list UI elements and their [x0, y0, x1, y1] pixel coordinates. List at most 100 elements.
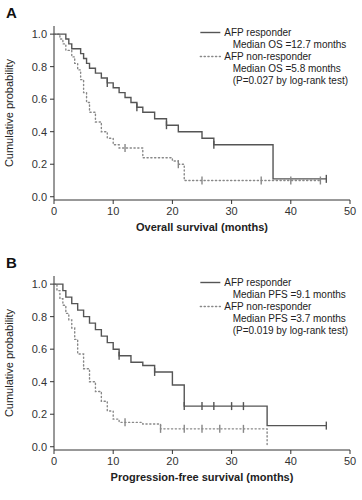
- survival-curve: [54, 34, 326, 179]
- censor-mark: [326, 422, 327, 430]
- legend: AFP responder Median PFS =9.1 monthsAFP …: [200, 277, 348, 336]
- censor-mark: [107, 79, 108, 87]
- legend-entry: AFP non-responder: [224, 301, 312, 312]
- y-tick: [50, 349, 54, 350]
- x-tick: [54, 200, 55, 204]
- y-axis-label: Cumulative probability: [3, 308, 15, 417]
- legend-swatch: [200, 306, 220, 307]
- censor-mark: [184, 425, 185, 433]
- censor-mark: [326, 175, 327, 183]
- panel: 0 10 20 30 40 50 0.0 0.2 0.4 0.6 0.8 1.0 Progression…: [3, 254, 356, 483]
- legend-swatch: [200, 56, 220, 57]
- legend-annotation: (P=0.019 by log-rank test): [224, 325, 348, 336]
- legend-annotation: Median OS =5.8 months: [224, 63, 340, 74]
- censor-mark: [136, 103, 137, 111]
- x-tick: [290, 200, 291, 204]
- x-tick: [231, 200, 232, 204]
- censor-mark: [166, 121, 167, 129]
- censor-mark: [213, 141, 214, 149]
- legend-annotation: Median OS =12.7 months: [224, 39, 346, 50]
- x-tick-label: 10: [107, 205, 119, 217]
- censor-mark: [231, 402, 232, 410]
- y-tick: [50, 34, 54, 35]
- x-tick: [113, 450, 114, 454]
- x-tick: [350, 200, 351, 204]
- survival-curve: [54, 34, 320, 180]
- x-tick-label: 30: [225, 455, 237, 467]
- x-tick-label: 10: [107, 455, 119, 467]
- legend-annotation: Median PFS =9.1 months: [224, 289, 345, 300]
- x-axis-label: Overall survival (months): [136, 221, 268, 233]
- censor-mark: [118, 352, 119, 360]
- censor-mark: [184, 402, 185, 410]
- x-axis-label: Progression-free survival (months): [111, 471, 294, 483]
- censor-mark: [154, 368, 155, 376]
- plot-area: [54, 34, 326, 184]
- y-tick-label: 0.0: [32, 441, 47, 453]
- censor-mark: [201, 425, 202, 433]
- y-tick: [50, 131, 54, 132]
- censor-mark: [178, 160, 179, 168]
- legend-swatch: [200, 32, 220, 33]
- panel-label: A: [6, 4, 17, 21]
- censor-mark: [320, 176, 321, 184]
- x-tick-label: 40: [285, 455, 297, 467]
- censor-mark: [213, 402, 214, 410]
- y-tick-label: 0.4: [32, 376, 47, 388]
- x-tick-label: 40: [285, 205, 297, 217]
- legend-annotation: (P=0.027 by log-rank test): [224, 75, 348, 86]
- y-tick-label: 1.0: [32, 278, 47, 290]
- panel-label: B: [6, 254, 17, 271]
- y-tick: [50, 66, 54, 67]
- legend-entry: AFP responder: [224, 27, 292, 38]
- y-tick-label: 0.4: [32, 126, 47, 138]
- y-tick-label: 0.2: [32, 408, 47, 420]
- y-tick-label: 0.0: [32, 191, 47, 203]
- censor-mark: [261, 176, 262, 184]
- chart-root: 0 10 20 30 40 50 0.0 0.2 0.4 0.6 0.8 1.0 Overall sur…: [0, 0, 362, 500]
- censor-mark: [219, 425, 220, 433]
- x-tick-label: 0: [51, 205, 57, 217]
- plot-area: [54, 284, 326, 447]
- y-tick-label: 0.2: [32, 158, 47, 170]
- y-tick: [50, 196, 54, 197]
- censor-mark: [124, 144, 125, 152]
- censor-mark: [290, 176, 291, 184]
- x-tick-label: 50: [344, 455, 356, 467]
- legend: AFP responder Median OS =12.7 monthsAFP …: [200, 27, 348, 86]
- x-tick-label: 30: [225, 205, 237, 217]
- y-tick: [50, 284, 54, 285]
- y-tick: [50, 414, 54, 415]
- x-tick-label: 50: [344, 205, 356, 217]
- x-axis-line: [54, 450, 350, 451]
- legend-swatch: [200, 282, 220, 283]
- survival-curve: [54, 284, 326, 425]
- y-tick-label: 1.0: [32, 28, 47, 40]
- y-axis-label: Cumulative probability: [3, 58, 15, 167]
- y-axis-line: [54, 276, 55, 450]
- y-tick: [50, 381, 54, 382]
- censor-mark: [160, 425, 161, 433]
- censor-mark: [243, 402, 244, 410]
- censor-mark: [201, 176, 202, 184]
- y-tick-label: 0.8: [32, 311, 47, 323]
- x-tick: [113, 200, 114, 204]
- y-tick-label: 0.8: [32, 61, 47, 73]
- x-axis-line: [54, 200, 350, 201]
- legend-entry: AFP responder: [224, 277, 292, 288]
- y-tick-label: 0.6: [32, 93, 47, 105]
- y-tick: [50, 99, 54, 100]
- censor-mark: [124, 418, 125, 426]
- x-tick-label: 20: [166, 455, 178, 467]
- x-tick: [231, 450, 232, 454]
- legend-entry: AFP non-responder: [224, 51, 312, 62]
- censor-mark: [243, 425, 244, 433]
- x-tick: [172, 450, 173, 454]
- y-tick: [50, 164, 54, 165]
- x-tick-label: 20: [166, 205, 178, 217]
- legend-annotation: Median PFS =3.7 months: [224, 313, 345, 324]
- y-tick-label: 0.6: [32, 343, 47, 355]
- x-tick-label: 0: [51, 455, 57, 467]
- x-tick: [172, 200, 173, 204]
- panel: 0 10 20 30 40 50 0.0 0.2 0.4 0.6 0.8 1.0 Overall sur…: [3, 4, 356, 233]
